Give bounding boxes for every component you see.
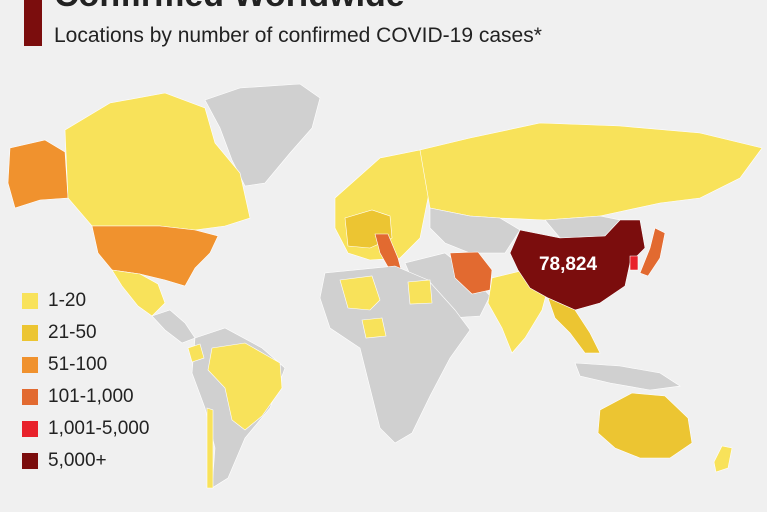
- region-nigeria: [361, 317, 387, 339]
- legend-label: 51-100: [48, 354, 108, 375]
- legend-item: 5,000+: [22, 445, 149, 477]
- legend-swatch: [22, 293, 38, 309]
- legend-label: 1-20: [48, 290, 87, 311]
- region-central-asia: [429, 207, 521, 254]
- region-egypt: [407, 279, 433, 305]
- legend-item: 1,001-5,000: [22, 413, 149, 445]
- region-new-zealand: [713, 445, 733, 473]
- legend-item: 101-1,000: [22, 381, 149, 413]
- page-subtitle: Locations by number of confirmed COVID-1…: [54, 24, 542, 47]
- legend: 1-20 21-50 51-100 101-1,000 1,001-5,000 5,000…: [22, 285, 149, 477]
- legend-label: 1,001-5,000: [48, 418, 150, 439]
- region-brazil: [207, 342, 283, 431]
- legend-swatch: [22, 453, 38, 469]
- region-mexico: [111, 269, 166, 317]
- legend-swatch: [22, 325, 38, 341]
- region-indonesia: [574, 362, 681, 391]
- region-algeria: [339, 275, 381, 311]
- region-africa: [319, 265, 471, 444]
- world-map: 78,824: [7, 83, 763, 489]
- region-chile: [206, 407, 214, 489]
- legend-label: 5,000+: [48, 450, 107, 471]
- legend-item: 21-50: [22, 317, 149, 349]
- legend-swatch: [22, 389, 38, 405]
- legend-label: 101-1,000: [48, 386, 134, 407]
- region-southeast-asia: [547, 297, 601, 354]
- region-usa: [91, 225, 219, 287]
- region-ecuador: [187, 343, 205, 363]
- region-japan: [639, 227, 666, 277]
- region-alaska: [7, 139, 69, 209]
- legend-label: 21-50: [48, 322, 97, 343]
- region-russia: [419, 122, 763, 221]
- legend-swatch: [22, 357, 38, 373]
- legend-swatch: [22, 421, 38, 437]
- page-title: Confirmed Worldwide: [54, 0, 405, 15]
- china-case-count-label: 78,824: [539, 254, 598, 275]
- legend-item: 51-100: [22, 349, 149, 381]
- title-accent-bar: [24, 0, 42, 46]
- region-south-korea: [629, 255, 639, 271]
- region-central-america: [151, 309, 196, 344]
- region-china: [509, 219, 646, 311]
- region-greenland: [204, 83, 321, 187]
- legend-item: 1-20: [22, 285, 149, 317]
- region-australia: [597, 392, 693, 459]
